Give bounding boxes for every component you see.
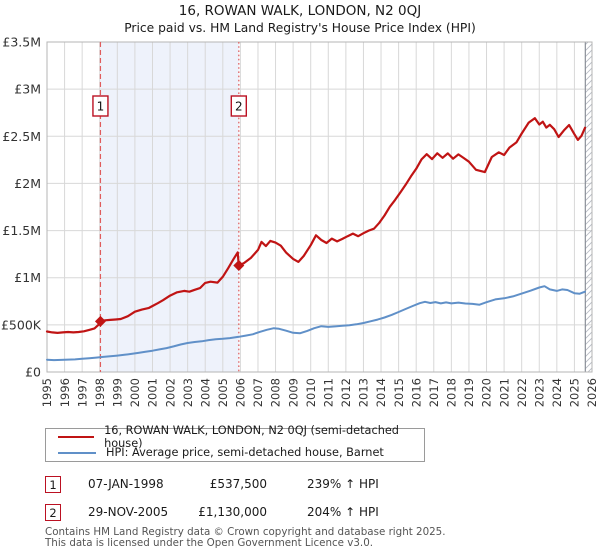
sale-marker-2: [233, 259, 245, 271]
copyright-footer: Contains HM Land Registry data © Crown c…: [45, 526, 446, 550]
svg-text:2004: 2004: [198, 378, 212, 407]
sale-annotation-row-1: 1 07-JAN-1998 £537,500 239% ↑ HPI: [45, 476, 545, 493]
svg-text:2024: 2024: [550, 378, 564, 407]
svg-text:£3.5M: £3.5M: [2, 35, 41, 50]
svg-text:£500K: £500K: [1, 317, 42, 332]
svg-text:2005: 2005: [216, 378, 230, 407]
svg-text:£0: £0: [25, 365, 41, 380]
svg-text:2011: 2011: [321, 378, 335, 407]
svg-text:2009: 2009: [286, 378, 300, 407]
svg-text:1998: 1998: [93, 378, 107, 407]
svg-text:2019: 2019: [462, 378, 476, 407]
page-subtitle: Price paid vs. HM Land Registry's House …: [124, 21, 476, 35]
svg-text:2006: 2006: [234, 378, 248, 407]
svg-text:£1M: £1M: [14, 270, 41, 285]
sale-marker-1: [94, 315, 106, 327]
hpi-line-sample: [58, 451, 96, 455]
event-label-text-1: 1: [97, 100, 105, 114]
svg-text:1999: 1999: [111, 378, 125, 407]
svg-text:2001: 2001: [146, 378, 160, 407]
event-label-box-1: [92, 95, 109, 117]
svg-text:2003: 2003: [181, 378, 195, 407]
svg-text:£2M: £2M: [14, 176, 41, 191]
svg-text:2025: 2025: [568, 378, 582, 407]
sale-1-date: 07-JAN-1998: [88, 477, 164, 491]
sale-1-number-badge: 1: [45, 476, 61, 493]
svg-text:2012: 2012: [339, 378, 353, 407]
svg-text:2016: 2016: [409, 378, 423, 407]
sale-2-date: 29-NOV-2005: [88, 505, 169, 519]
svg-text:1997: 1997: [75, 378, 89, 407]
sale-annotation-row-2: 2 29-NOV-2005 £1,130,000 204% ↑ HPI: [45, 504, 545, 521]
svg-text:2007: 2007: [251, 378, 265, 407]
svg-text:2015: 2015: [392, 378, 406, 407]
sale-2-price: £1,130,000: [198, 505, 267, 519]
footer-line-2: This data is licensed under the Open Gov…: [45, 537, 374, 550]
y-axis-tick-labels: £0 £500K £1M £1.5M £2M £2.5M £3M £3.5M: [1, 35, 42, 380]
footer-line-1: Contains HM Land Registry data © Crown c…: [45, 526, 446, 538]
sale-1-hpi-change: 239% ↑ HPI: [307, 477, 379, 491]
sale-1-price: £537,500: [209, 477, 267, 491]
legend-item-hpi: HPI: Average price, semi-detached house,…: [46, 445, 424, 460]
svg-text:2017: 2017: [427, 378, 441, 407]
legend: 16, ROWAN WALK, LONDON, N2 0QJ (semi-det…: [45, 424, 425, 462]
svg-text:2002: 2002: [163, 378, 177, 407]
property-line-sample: [58, 435, 95, 439]
svg-text:2013: 2013: [357, 378, 371, 407]
sale-2-hpi-change: 204% ↑ HPI: [307, 505, 379, 519]
svg-text:£2.5M: £2.5M: [2, 129, 41, 144]
legend-label-property: 16, ROWAN WALK, LONDON, N2 0QJ (semi-det…: [104, 424, 399, 451]
svg-text:£1.5M: £1.5M: [2, 223, 41, 238]
svg-text:1995: 1995: [40, 378, 54, 407]
svg-text:2010: 2010: [304, 378, 318, 407]
property-price-line: [45, 117, 587, 334]
legend-item-property: 16, ROWAN WALK, LONDON, N2 0QJ (semi-det…: [46, 424, 424, 450]
svg-text:2008: 2008: [269, 378, 283, 407]
svg-text:2021: 2021: [497, 378, 511, 407]
svg-text:2018: 2018: [445, 378, 459, 407]
event-label-text-2: 2: [235, 100, 243, 114]
hpi-line: [46, 285, 586, 362]
future-no-data-hatch: [585, 42, 592, 372]
plot-border: [46, 41, 593, 373]
svg-text:2020: 2020: [480, 378, 494, 407]
sale-2-number-badge: 2: [45, 504, 61, 521]
svg-text:2014: 2014: [374, 378, 388, 407]
page-title: 16, ROWAN WALK, LONDON, N2 0QJ: [178, 3, 422, 19]
legend-label-hpi: HPI: Average price, semi-detached house,…: [106, 446, 384, 460]
svg-text:1996: 1996: [58, 378, 72, 407]
svg-text:2000: 2000: [128, 378, 142, 407]
event-label-box-2: [230, 95, 248, 117]
svg-text:£3M: £3M: [14, 82, 41, 97]
x-axis-tick-labels: 1995 1996 1997 1998 1999 2000 2001 2002 2003 2004…: [40, 378, 599, 407]
svg-text:2026: 2026: [585, 378, 599, 407]
svg-text:2022: 2022: [515, 378, 529, 407]
svg-text:2023: 2023: [532, 378, 546, 407]
